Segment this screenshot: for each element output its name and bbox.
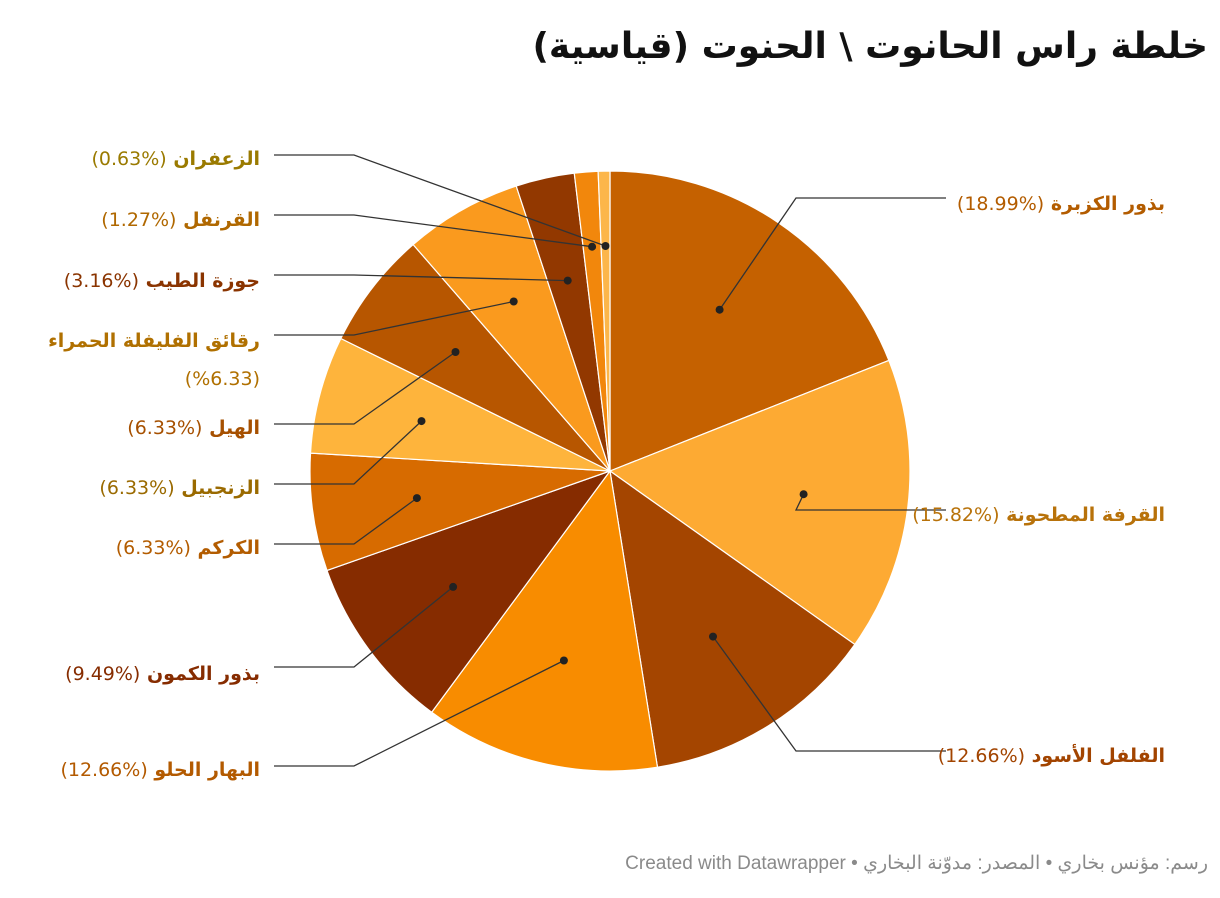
slice-label: الزعفران (%0.63) bbox=[92, 148, 261, 170]
pie-slice bbox=[430, 469, 659, 772]
slice-label-percent: (%6.33) bbox=[127, 417, 202, 439]
chart-title: خلطة راس الحانوت \ الحنوت (قياسية) bbox=[532, 26, 1208, 67]
leader-line bbox=[712, 636, 946, 752]
leader-dot bbox=[588, 242, 597, 251]
pie-slice bbox=[608, 359, 911, 646]
leader-line bbox=[274, 586, 454, 668]
leader-dot bbox=[709, 632, 717, 641]
leader-line bbox=[274, 214, 593, 248]
leader-line bbox=[274, 351, 456, 425]
slice-label: رقائق الفليفلة الحمراء (%6.33) bbox=[48, 330, 260, 390]
slice-label-name: الفلفل الأسود bbox=[1025, 744, 1165, 767]
slice-label-percent: (%3.16) bbox=[64, 270, 139, 292]
slice-label-percent: (%15.82) bbox=[912, 504, 999, 526]
slice-label-name: البهار الحلو bbox=[148, 759, 260, 781]
leader-dot bbox=[412, 494, 421, 503]
pie-slice bbox=[609, 469, 856, 768]
slice-label: الزنجبيل (%6.33) bbox=[99, 477, 260, 499]
pie-slice bbox=[309, 337, 611, 472]
footer-credit: رسم: مؤنس بخاري • المصدر: مدوّنة البخاري… bbox=[625, 853, 1208, 874]
slice-label-name: بذور الكزبرة bbox=[1044, 193, 1165, 215]
slice-label-percent: (%12.66) bbox=[938, 745, 1025, 767]
slice-label-name: الزعفران bbox=[167, 148, 260, 170]
pie-slice bbox=[412, 185, 611, 472]
slice-label-name: القرفة المطحونة bbox=[1000, 504, 1166, 526]
slice-label-percent: (%0.63) bbox=[92, 148, 167, 170]
slice-label: بذور الكزبرة (%18.99) bbox=[957, 193, 1165, 215]
slice-label: الهيل (%6.33) bbox=[127, 417, 260, 439]
leader-line bbox=[274, 497, 418, 545]
slice-label-name: القرنفل bbox=[176, 209, 260, 231]
slice-label-name: جوزة الطيب bbox=[139, 270, 260, 292]
pie-slice bbox=[340, 243, 611, 472]
pie-slices bbox=[309, 170, 911, 772]
slice-label-percent: (%1.27) bbox=[101, 209, 176, 231]
slice-label-percent: (%6.33) bbox=[185, 368, 260, 390]
leader-dot bbox=[559, 656, 568, 665]
leader-dot bbox=[563, 276, 572, 285]
slice-label-name: بذور الكمون bbox=[140, 663, 260, 685]
leader-line bbox=[274, 420, 422, 485]
leader-dot bbox=[451, 348, 460, 356]
leader-dot bbox=[417, 417, 426, 426]
slice-labels: بذور الكزبرة (%18.99) القرفة المطحونة (%1… bbox=[48, 148, 1165, 781]
slice-label: القرفة المطحونة (%15.82) bbox=[912, 504, 1165, 526]
leader-dot bbox=[449, 582, 458, 591]
pie-chart: بذور الكزبرة (%18.99) القرفة المطحونة (%1… bbox=[48, 148, 1165, 781]
leader-line bbox=[274, 274, 568, 282]
slice-label: الفلفل الأسود (%12.66) bbox=[938, 744, 1165, 767]
leader-line bbox=[794, 493, 946, 511]
leader-dot bbox=[715, 305, 724, 314]
leader-dot bbox=[799, 490, 808, 499]
leader-line bbox=[274, 300, 514, 336]
slice-label-name: الكركم bbox=[191, 537, 260, 559]
leader-line bbox=[274, 659, 565, 767]
leader-line bbox=[719, 197, 946, 311]
slice-label-percent: (%18.99) bbox=[957, 193, 1044, 215]
leader-dot bbox=[601, 242, 610, 250]
slice-label: بذور الكمون (%9.49) bbox=[65, 663, 260, 685]
slice-label-percent: (%6.33) bbox=[116, 537, 191, 559]
slice-label-name: رقائق الفليفلة الحمراء bbox=[48, 330, 260, 352]
slice-label: الكركم (%6.33) bbox=[116, 537, 260, 559]
slice-label-name: الهيل bbox=[202, 417, 260, 439]
slice-label: القرنفل (%1.27) bbox=[101, 209, 260, 231]
leader-line bbox=[274, 154, 606, 247]
slice-label: جوزة الطيب (%3.16) bbox=[64, 270, 260, 292]
pie-slice bbox=[326, 469, 612, 714]
slice-label-name: الزنجبيل bbox=[175, 477, 260, 499]
slice-label: البهار الحلو (%12.66) bbox=[60, 759, 260, 781]
leader-lines bbox=[274, 154, 946, 767]
slice-label-percent: (%12.66) bbox=[60, 759, 147, 781]
leader-dot bbox=[509, 297, 518, 306]
pie-slice bbox=[309, 452, 611, 572]
slice-label-percent: (%9.49) bbox=[65, 663, 140, 685]
slice-label-percent: (%6.33) bbox=[99, 477, 174, 499]
